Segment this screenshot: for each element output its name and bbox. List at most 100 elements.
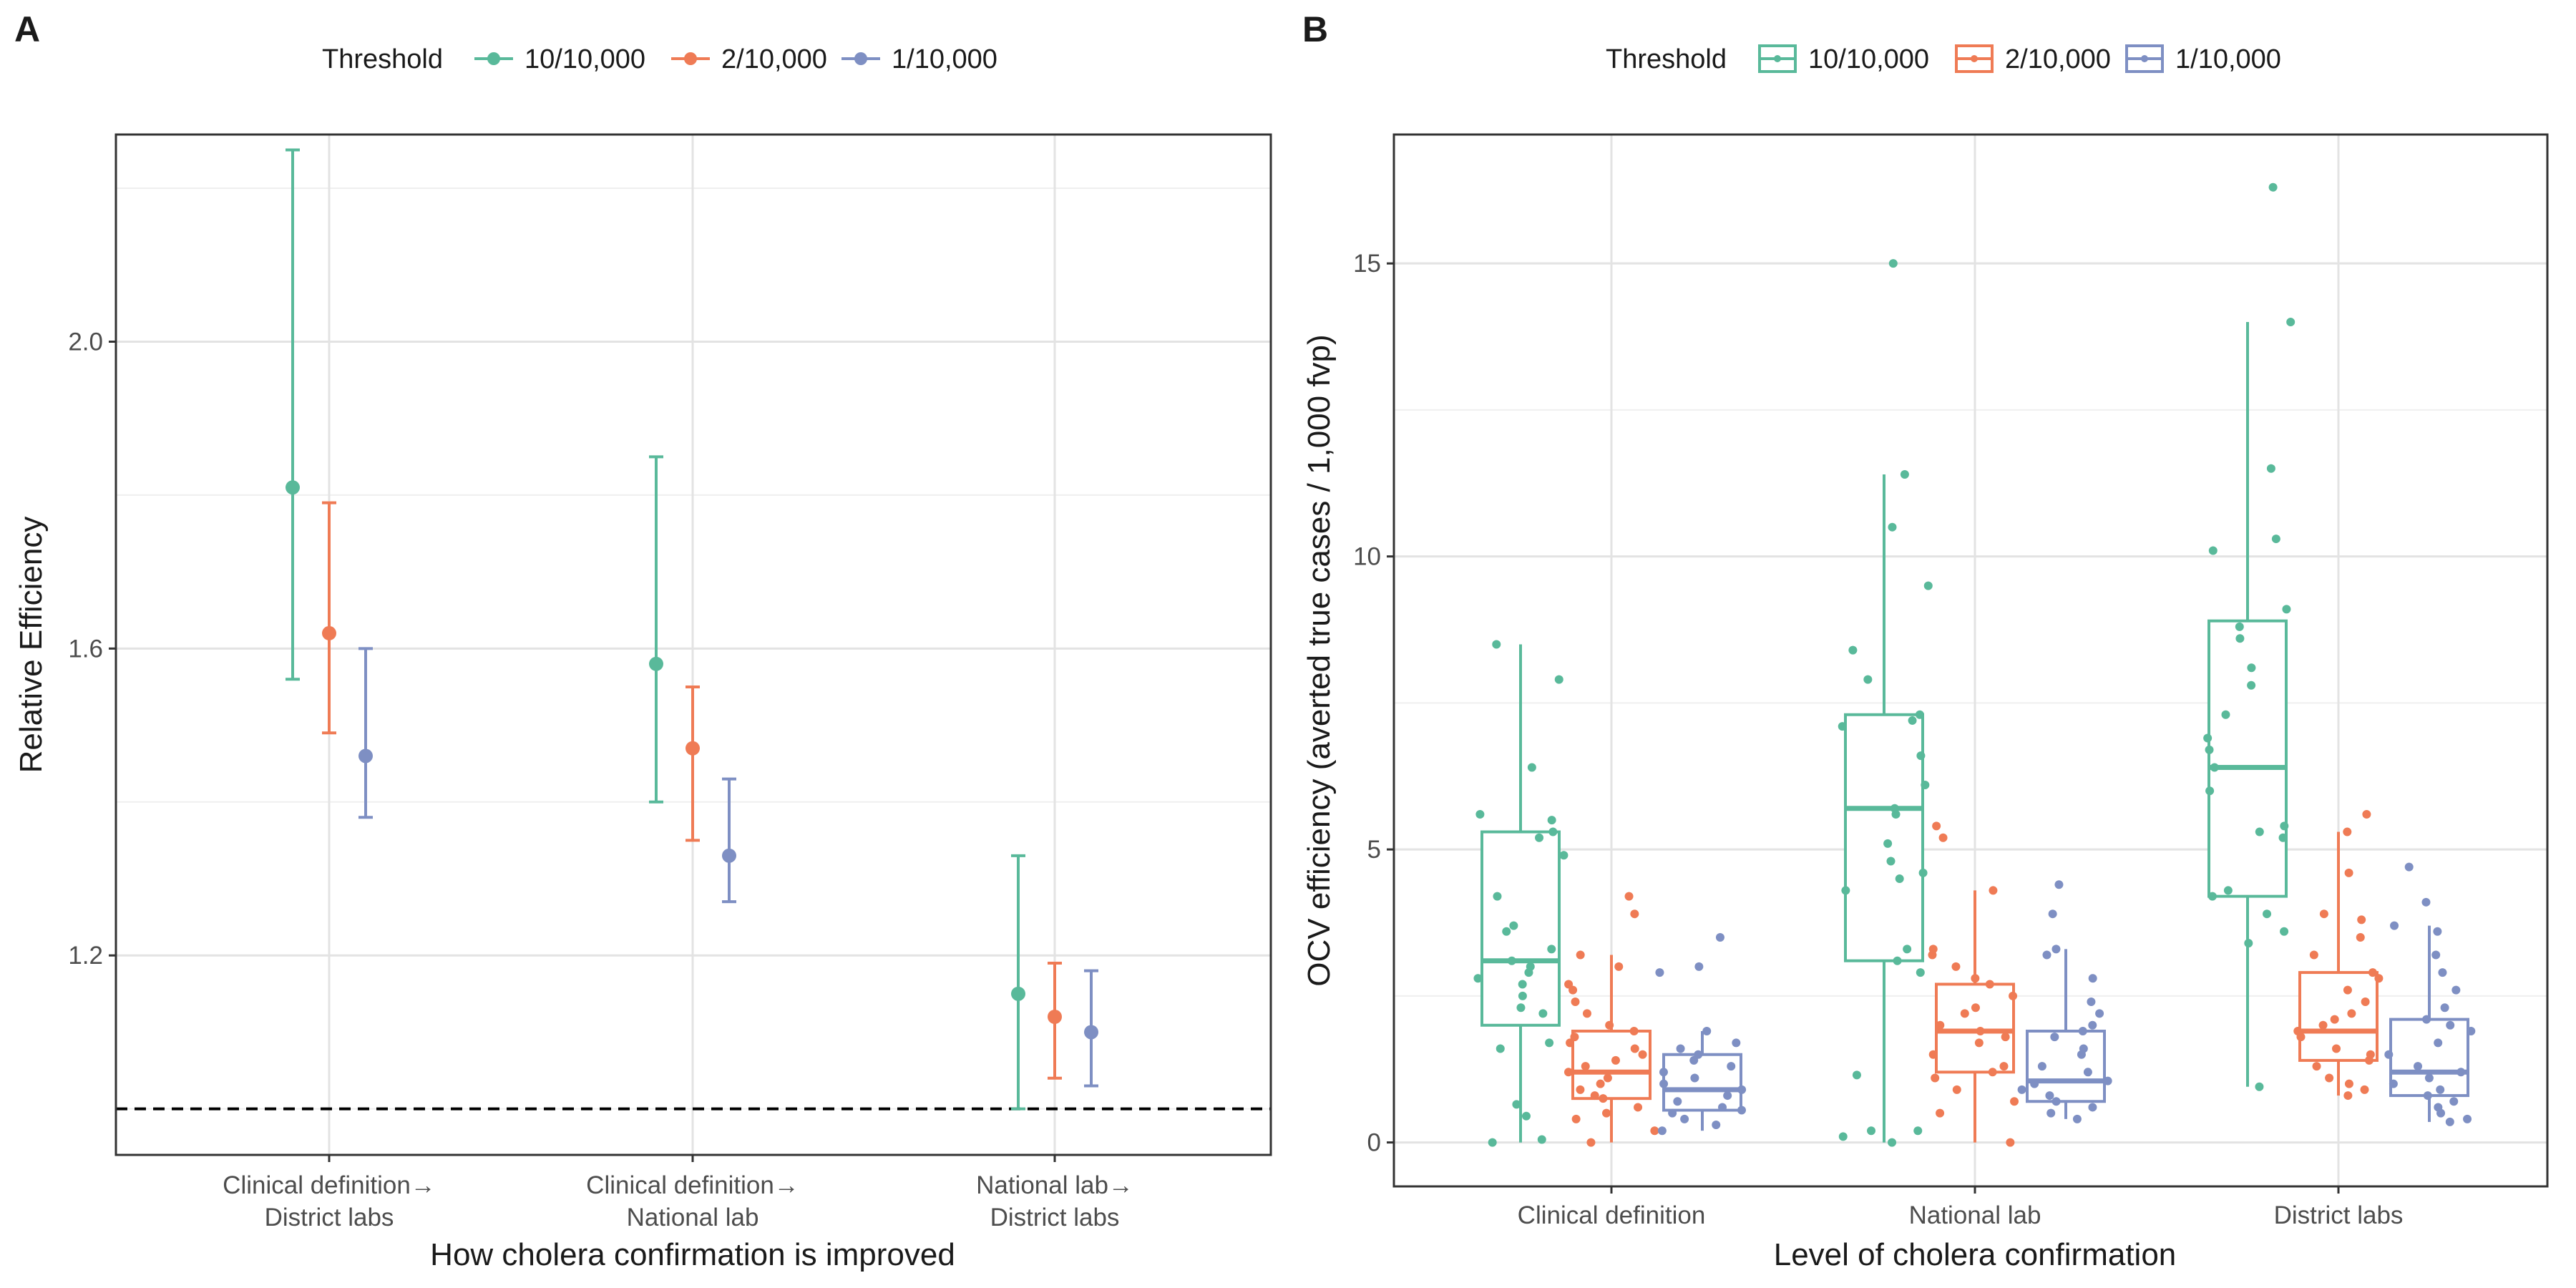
data-point [2434,1038,2443,1048]
data-point [1916,751,1926,761]
data-point [1893,956,1902,965]
data-point [2266,464,2275,473]
data-point [2095,1009,2104,1018]
panel-b-tag: B [1302,9,1328,49]
y-axis-title: OCV efficiency (averted true cases / 1,0… [1302,334,1337,986]
legend-key-1/10,000 [2125,44,2164,73]
boxplot [1563,892,1659,1147]
data-point [2244,939,2253,948]
estimate-point [1048,1010,1062,1025]
data-point [2286,318,2296,327]
data-point [2208,546,2218,555]
legend-dot [1774,55,1781,62]
data-point [2438,968,2447,977]
data-point [1526,962,1535,971]
data-point [2368,968,2377,977]
data-point [1547,816,1556,825]
errorbar-point [358,647,373,819]
x-tick-label: Clinical definition [1518,1201,1706,1229]
data-point [1903,945,1912,954]
data-point [2343,1091,2353,1101]
errorbar-point [1084,969,1098,1088]
data-point [1630,909,1639,919]
legend-label: 10/10,000 [1808,44,1929,74]
data-point [2010,1097,2019,1106]
data-point [2078,1026,2087,1035]
data-point [1971,974,1980,983]
panel-a: 1.2 1.6 2.0 Clinical definition→ District la… [14,44,1272,1272]
data-point [2457,1068,2466,1077]
y-tick-label: 15 [1353,250,1381,278]
data-point [1931,1073,1940,1083]
data-point [1596,1079,1605,1088]
data-point [1936,1020,1945,1030]
data-point [1602,1108,1611,1118]
data-point [2051,945,2061,954]
data-point [1888,1138,1897,1147]
data-point [2210,763,2219,772]
data-point [2319,909,2328,919]
data-point [2424,1073,2434,1083]
estimate-point [322,625,336,640]
errorbar-point [322,501,336,735]
data-point [2006,1138,2015,1147]
data-point [1915,710,1924,719]
y-tick-label: 10 [1353,543,1381,571]
plot-frame [1392,133,2549,1188]
box [2389,1018,2469,1098]
data-point [2422,1015,2431,1024]
data-point [1989,886,1998,895]
legend-dot [684,52,697,65]
data-point [2088,974,2097,983]
data-point [2436,1085,2445,1094]
data-point [2431,950,2441,960]
data-point [2423,1091,2432,1101]
data-point [2050,1033,2059,1042]
data-point [1605,1020,1614,1030]
data-point [1923,581,1933,590]
data-point [1571,1114,1581,1123]
data-point [2332,1044,2341,1053]
data-point [1988,1068,1997,1077]
errorbar-point [649,455,663,804]
data-point [2309,950,2318,960]
boxplot [1473,640,1568,1147]
data-point [1488,1138,1497,1147]
data-point [1548,827,1558,836]
data-point [1863,675,1873,684]
data-point [2221,710,2230,719]
data-point [2054,880,2064,889]
data-point [2357,915,2366,924]
data-point [1630,1044,1639,1053]
data-point [2325,1073,2334,1083]
x-tick-label: Clinical definition→ [586,1171,799,1199]
data-point [1502,927,1511,936]
data-point [2312,1062,2321,1071]
data-point [1886,857,1896,866]
x-tick-label: Clinical definition→ [223,1171,436,1199]
data-point [2247,663,2256,673]
data-point [2389,1079,2398,1088]
data-point [1475,809,1485,819]
data-point [1985,980,1994,989]
data-point [2356,932,2365,942]
data-point [2280,821,2289,831]
data-point [2009,991,2018,1000]
data-point [1702,1026,1712,1035]
data-point [2255,1082,2264,1091]
x-axis-title: Level of cholera confirmation [1774,1237,2177,1272]
errorbar-point [686,685,700,842]
data-point [2343,827,2352,836]
data-point [1838,722,1847,731]
errorbar-point [722,777,736,904]
data-point [1867,1126,1876,1136]
data-point [1737,1106,1746,1115]
data-point [2203,733,2212,743]
boxplot [1928,821,2019,1147]
data-point [2103,1076,2112,1085]
data-point [1493,892,1502,901]
data-point [2318,1020,2328,1030]
legend-dot [487,52,500,65]
data-point [2017,1085,2026,1094]
data-point [1689,1055,1699,1065]
